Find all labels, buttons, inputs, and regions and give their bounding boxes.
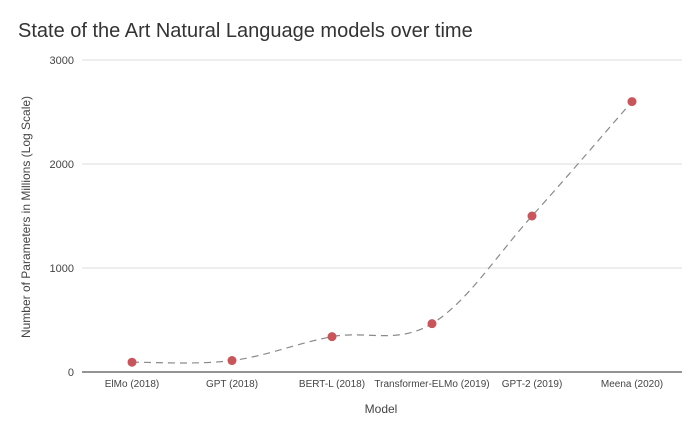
data-point xyxy=(127,357,137,367)
data-points xyxy=(127,97,637,367)
x-axis-ticks: ElMo (2018) GPT (2018) BERT-L (2018) Transf… xyxy=(105,379,663,390)
data-point xyxy=(627,97,637,107)
x-tick-label: BERT-L (2018) xyxy=(299,379,365,390)
x-axis-label: Model xyxy=(365,402,398,416)
x-tick-label: GPT (2018) xyxy=(206,379,258,390)
data-point xyxy=(427,319,437,329)
y-axis-label: Number of Parameters in Millions (Log Sc… xyxy=(19,96,33,338)
y-axis-ticks: 0 1000 2000 3000 xyxy=(50,55,74,379)
x-tick-label: Transformer-ELMo (2019) xyxy=(374,379,489,390)
chart-title: State of the Art Natural Language models… xyxy=(18,20,473,42)
data-point xyxy=(527,211,537,221)
y-tick-label: 1000 xyxy=(50,263,74,275)
x-tick-label: Meena (2020) xyxy=(601,379,663,390)
data-point xyxy=(227,356,237,366)
y-tick-label: 0 xyxy=(68,367,74,379)
x-tick-label: ElMo (2018) xyxy=(105,379,159,390)
x-tick-label: GPT-2 (2019) xyxy=(502,379,563,390)
grid-lines xyxy=(82,59,682,373)
y-tick-label: 3000 xyxy=(50,55,74,67)
data-point xyxy=(327,332,337,342)
y-tick-label: 2000 xyxy=(50,159,74,171)
series-line xyxy=(131,101,633,364)
